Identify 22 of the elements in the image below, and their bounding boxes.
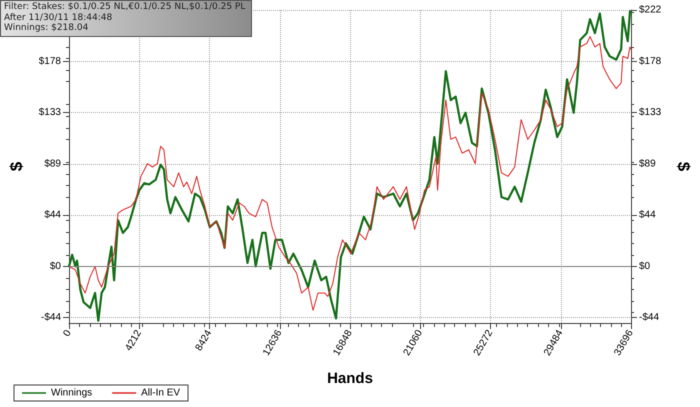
y2-tick-label: $44 — [639, 210, 656, 221]
y2-tick-label: $133 — [639, 107, 662, 118]
annotation: After 11/30/11 18:44:48 — [4, 12, 114, 23]
y2-axis-title: $ — [674, 162, 693, 172]
annotation: Winnings: $218.04 — [4, 23, 90, 34]
legend-label: Winnings — [51, 388, 92, 398]
y-tick-label: $89 — [44, 158, 62, 170]
y-tick-label: $0 — [50, 260, 62, 272]
y-tick-label: $44 — [44, 210, 62, 221]
x-axis-title: Hands — [327, 370, 373, 387]
y-tick-label: -$44 — [40, 312, 62, 324]
y2-tick-label: $0 — [639, 260, 651, 272]
y-axis-title: $ — [7, 161, 26, 172]
y2-tick-label: $222 — [639, 4, 662, 16]
annotation: Filter: Stakes: $0.1/0.25 NL,€0.1/0.25 NL,$0.1/0.25 PL — [4, 2, 246, 12]
legend-label: All-In EV — [141, 388, 180, 398]
y2-tick-label: $178 — [639, 56, 662, 67]
y-tick-label: $178 — [38, 56, 62, 67]
x-tick-label: 0 — [61, 328, 74, 339]
y2-tick-label: -$44 — [639, 312, 660, 324]
y-tick-label: $133 — [38, 107, 62, 118]
y2-tick-label: $89 — [639, 158, 656, 170]
